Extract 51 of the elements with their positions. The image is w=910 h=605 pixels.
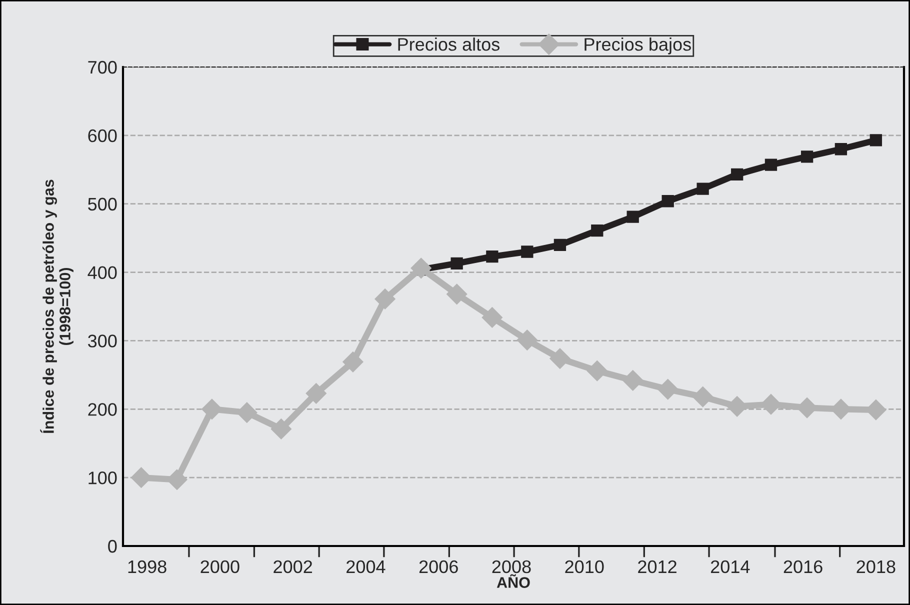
point <box>731 168 744 181</box>
point <box>800 150 814 163</box>
y-tick-label: 100 <box>88 472 117 484</box>
point <box>834 143 848 156</box>
x-tick-label: 2010 <box>565 560 604 574</box>
x-tick-label: 2000 <box>200 560 240 574</box>
point <box>554 238 566 251</box>
legend-label: Precios bajos <box>584 38 691 54</box>
x-tick-label: 2016 <box>784 560 822 574</box>
x-tick-label: 2006 <box>419 560 458 574</box>
y-tick-label: 600 <box>88 129 117 142</box>
point <box>586 360 608 382</box>
x-tick-label: 2004 <box>346 560 386 574</box>
point <box>870 134 882 146</box>
point <box>692 386 714 408</box>
y-tick-label: 0 <box>108 540 117 553</box>
y-tick-label: 700 <box>88 60 117 74</box>
point <box>306 383 326 404</box>
point <box>516 330 538 350</box>
y-tick-label: 200 <box>88 403 117 416</box>
x-tick-label: 2002 <box>274 560 312 574</box>
point <box>486 250 498 263</box>
point <box>446 284 468 305</box>
y-tick-label: 400 <box>88 266 117 280</box>
point <box>696 182 709 195</box>
point <box>658 378 678 400</box>
point <box>270 418 292 440</box>
x-tick-label: 2018 <box>856 560 896 574</box>
point <box>622 370 644 391</box>
x-tick-label: 2012 <box>638 560 676 574</box>
point <box>482 307 503 328</box>
point <box>450 257 463 270</box>
point <box>410 258 432 279</box>
legend-label: Precios altos <box>398 38 500 51</box>
y-axis-title: Índice de precios de petróleo y gas (1998=100) <box>40 180 74 434</box>
x-tick-label: 2014 <box>710 560 750 574</box>
point <box>764 158 778 171</box>
point <box>202 398 222 420</box>
y-tick-label: 300 <box>88 334 117 348</box>
point <box>236 402 258 423</box>
x-tick-label: 1998 <box>128 560 166 574</box>
x-axis-title: AÑO <box>496 574 530 588</box>
point <box>662 195 674 208</box>
point <box>374 288 396 310</box>
x-tick-label: 2008 <box>492 560 531 574</box>
point <box>550 348 570 369</box>
y-tick-label: 500 <box>88 198 117 211</box>
point <box>626 210 639 223</box>
point <box>591 224 604 237</box>
point <box>342 352 364 372</box>
point <box>521 246 534 258</box>
